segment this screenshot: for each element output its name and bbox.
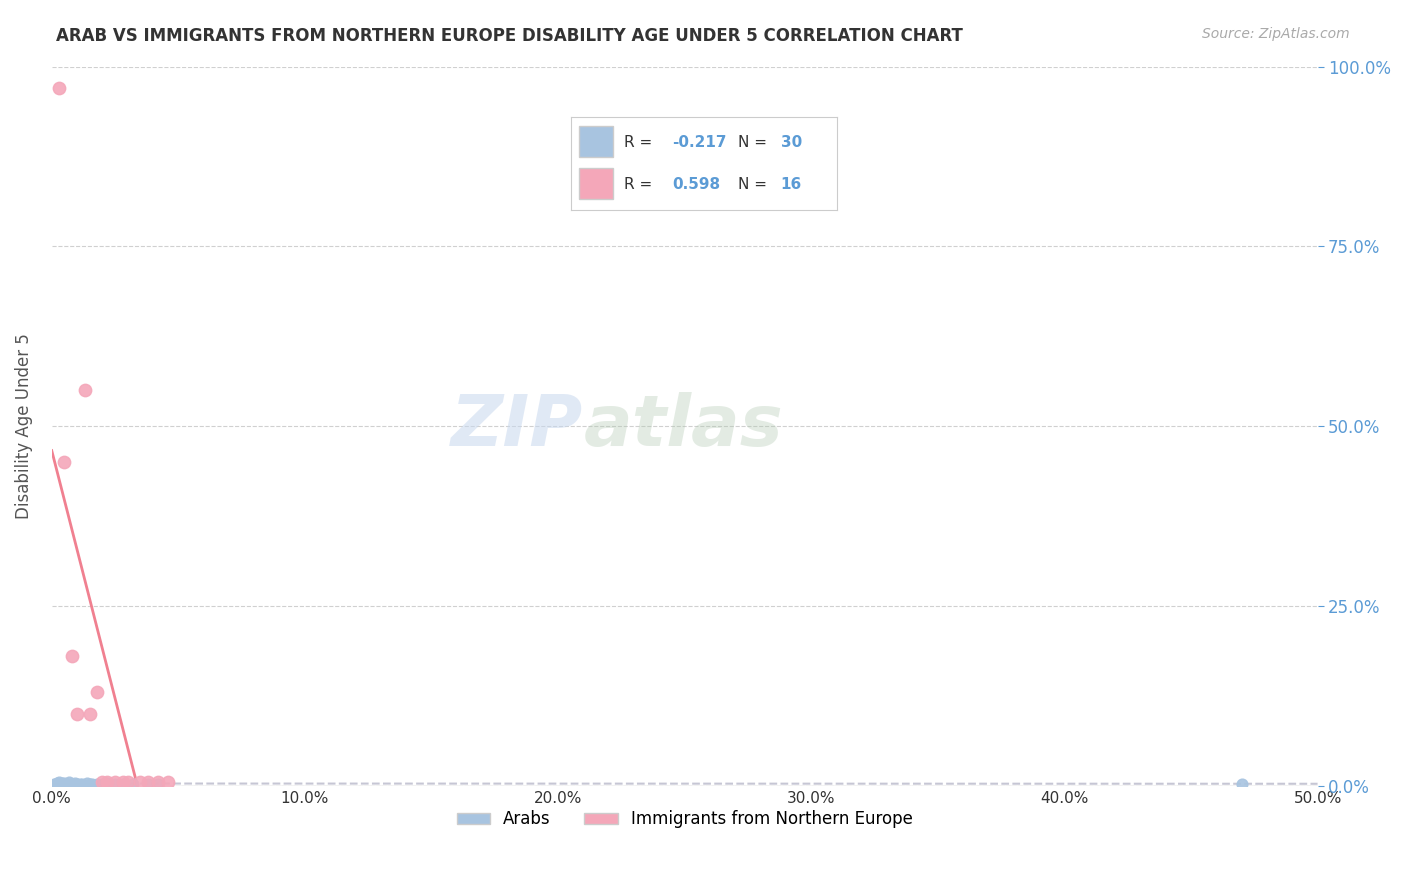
Point [76,776,98,790]
Point [66,706,89,721]
Point [51,777,73,791]
Y-axis label: Disability Age Under 5: Disability Age Under 5 [15,334,32,519]
Point [48,81,70,95]
Point [51,776,73,790]
Point [58,777,80,791]
Point [86,777,108,791]
Point [1230,777,1253,791]
Point [86,685,108,699]
Point [53,776,76,790]
Point [96,775,118,789]
Point [136,775,159,789]
Point [111,775,134,789]
Point [96,776,118,790]
Point [44,777,66,791]
Point [146,775,169,789]
Text: ZIP: ZIP [451,392,583,460]
Point [157,775,180,789]
Point [48,775,70,789]
Text: ARAB VS IMMIGRANTS FROM NORTHERN EUROPE DISABILITY AGE UNDER 5 CORRELATION CHART: ARAB VS IMMIGRANTS FROM NORTHERN EUROPE … [56,27,963,45]
Point [136,777,159,791]
Point [66,777,89,791]
Point [63,776,86,790]
Point [82,777,104,791]
Point [60,649,83,664]
Point [69,777,91,791]
Point [117,775,139,789]
Point [56,777,79,791]
Point [79,777,101,791]
Point [48,777,70,791]
Point [45,777,67,791]
Point [70,777,93,791]
Point [73,383,96,397]
Point [79,706,101,721]
Point [53,777,76,791]
Point [121,777,143,791]
Point [111,777,134,791]
Point [91,777,114,791]
Text: atlas: atlas [583,392,783,460]
Point [146,777,169,791]
Point [56,777,79,791]
Point [60,777,83,791]
Point [91,775,114,789]
Point [129,775,152,789]
Point [45,776,67,790]
Text: Source: ZipAtlas.com: Source: ZipAtlas.com [1202,27,1350,41]
Point [104,775,127,789]
Point [53,455,76,469]
Legend: Arabs, Immigrants from Northern Europe: Arabs, Immigrants from Northern Europe [450,804,920,835]
Point [104,777,127,791]
Point [58,775,80,789]
